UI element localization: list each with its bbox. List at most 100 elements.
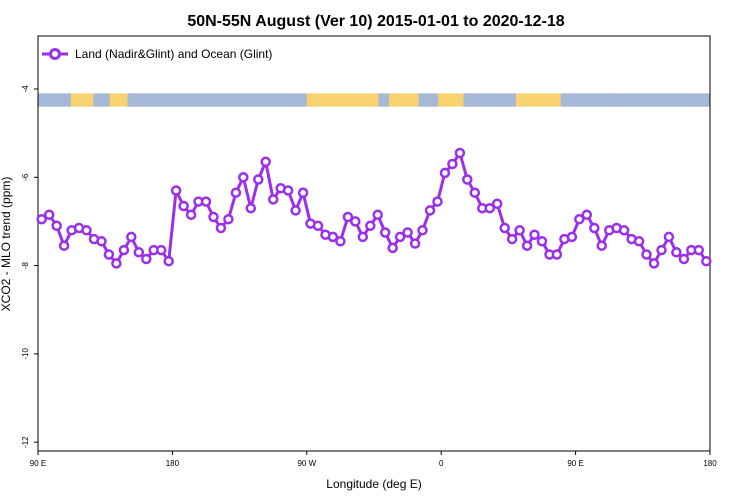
data-point [551, 249, 563, 260]
data-point [648, 258, 660, 269]
data-point [633, 236, 645, 247]
chart-title: 50N-55N August (Ver 10) 2015-01-01 to 20… [187, 13, 564, 30]
data-point [365, 220, 376, 232]
data-point [342, 211, 354, 223]
data-point [663, 231, 675, 243]
x-tick-label: 180 [166, 459, 180, 468]
surface-strip-ocean [38, 93, 71, 107]
x-tick-label: 0 [439, 459, 444, 468]
data-point [499, 222, 510, 234]
data-point [596, 240, 607, 251]
data-point [335, 236, 346, 247]
data-point [260, 156, 271, 168]
data-point [133, 247, 145, 258]
legend-label: Land (Nadir&Glint) and Ocean (Glint) [75, 47, 272, 61]
data-point [185, 209, 197, 221]
data-point [297, 187, 309, 198]
data-point [141, 253, 152, 265]
data-point [521, 240, 533, 251]
y-tick-label: -6 [21, 173, 30, 181]
data-point [484, 202, 495, 214]
data-series [36, 147, 712, 269]
data-point [379, 227, 391, 238]
data-point [327, 231, 339, 243]
data-point [469, 187, 481, 198]
data-point [409, 238, 421, 249]
data-point [454, 147, 466, 159]
legend-marker [49, 48, 61, 60]
data-point [111, 258, 122, 269]
y-axis-label: XCO2 - MLO trend (ppm) [0, 177, 13, 312]
y-tick-label: -12 [21, 436, 30, 448]
data-point [372, 209, 383, 221]
data-point [81, 225, 92, 236]
data-point [536, 236, 548, 247]
data-point [394, 231, 406, 243]
data-point [618, 225, 630, 236]
data-point [267, 194, 279, 205]
data-point [163, 255, 174, 267]
data-point [656, 244, 667, 256]
data-point [103, 249, 115, 260]
surface-strip-ocean [418, 93, 439, 107]
data-point [589, 222, 600, 234]
data-point [178, 200, 189, 212]
plot-frame [37, 35, 711, 452]
data-point [491, 198, 503, 210]
surface-strip-ocean [560, 93, 606, 107]
data-point [566, 231, 578, 243]
surface-strip-ocean [378, 93, 389, 107]
data-point [693, 244, 705, 256]
y-tick-label: -4 [21, 85, 30, 93]
data-point [43, 209, 55, 221]
surface-strip-ocean [127, 93, 307, 107]
data-point [581, 209, 593, 221]
surface-strip-ocean [463, 93, 516, 107]
data-point [574, 213, 585, 225]
plot-area-border [37, 35, 711, 452]
data-point [223, 213, 234, 225]
surface-strip [38, 93, 710, 107]
data-point [118, 244, 130, 256]
data-point [126, 231, 137, 243]
data-point [447, 158, 458, 170]
y-tick-label: -10 [21, 348, 30, 360]
data-point [462, 174, 473, 185]
data-point [350, 216, 361, 227]
surface-strip-ocean [605, 93, 710, 107]
data-point [215, 222, 227, 234]
data-point [245, 202, 257, 214]
data-point [439, 167, 451, 179]
data-point [253, 174, 264, 185]
data-point [51, 220, 62, 232]
data-point [200, 196, 212, 207]
x-axis-label: Longitude (deg E) [326, 477, 421, 491]
data-point [432, 196, 443, 207]
surface-strip-ocean [93, 93, 110, 107]
data-point [678, 253, 690, 265]
x-tick-label: 90 E [567, 459, 583, 468]
data-point [230, 187, 242, 198]
data-point [170, 185, 182, 196]
data-point [36, 213, 47, 225]
x-tick-label: 90 E [30, 459, 46, 468]
data-point [238, 172, 249, 183]
y-axis: -12 -10 -8 -6 -4 [21, 85, 38, 448]
data-point [290, 205, 301, 216]
data-point [514, 225, 525, 236]
data-point [529, 229, 540, 240]
data-point [424, 205, 436, 216]
data-point [387, 242, 398, 254]
legend: Land (Nadir&Glint) and Ocean (Glint) [42, 47, 272, 61]
x-axis: 90 E 180 90 W 0 90 E 180 [30, 451, 717, 468]
data-point [312, 220, 324, 232]
data-point [155, 244, 167, 256]
data-point [671, 247, 682, 258]
data-point [417, 225, 428, 236]
data-point [208, 211, 219, 223]
data-point [357, 231, 369, 243]
data-point [701, 255, 712, 267]
data-point [402, 227, 413, 238]
y-tick-label: -8 [21, 261, 30, 269]
